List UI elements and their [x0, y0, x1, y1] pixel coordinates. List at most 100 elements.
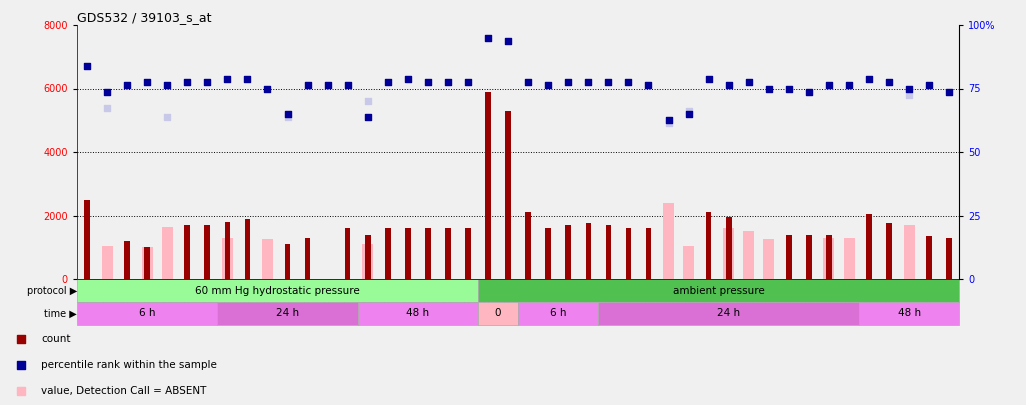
- Point: [861, 76, 877, 82]
- Point: [199, 79, 215, 85]
- Text: 60 mm Hg hydrostatic pressure: 60 mm Hg hydrostatic pressure: [195, 286, 360, 296]
- Point: [901, 92, 917, 98]
- Point: [12, 336, 29, 343]
- Text: 48 h: 48 h: [406, 309, 430, 318]
- Point: [821, 82, 837, 89]
- Bar: [478, 302, 518, 325]
- Bar: [124, 241, 130, 279]
- Point: [79, 63, 95, 70]
- Point: [98, 88, 115, 95]
- Bar: [142, 247, 153, 279]
- Point: [661, 120, 677, 127]
- Point: [359, 114, 376, 120]
- Point: [840, 82, 857, 89]
- Text: count: count: [41, 335, 71, 344]
- Point: [680, 107, 697, 114]
- Bar: [843, 238, 855, 279]
- Point: [640, 82, 657, 89]
- Bar: [218, 302, 358, 325]
- Bar: [546, 228, 551, 279]
- Bar: [645, 228, 652, 279]
- Bar: [886, 224, 892, 279]
- Bar: [826, 234, 832, 279]
- Bar: [586, 224, 591, 279]
- Point: [600, 79, 617, 85]
- Point: [359, 98, 376, 104]
- Point: [380, 79, 396, 85]
- Bar: [145, 247, 150, 279]
- Point: [300, 82, 316, 89]
- Bar: [162, 227, 172, 279]
- Bar: [345, 228, 351, 279]
- Bar: [284, 244, 290, 279]
- Bar: [743, 231, 754, 279]
- Point: [661, 117, 677, 124]
- Point: [98, 104, 115, 111]
- Bar: [262, 239, 273, 279]
- Bar: [358, 302, 478, 325]
- Bar: [505, 111, 511, 279]
- Point: [560, 79, 577, 85]
- Point: [12, 387, 29, 394]
- Point: [480, 34, 497, 41]
- Bar: [305, 238, 311, 279]
- Bar: [518, 302, 598, 325]
- Point: [500, 38, 516, 44]
- Point: [540, 82, 556, 89]
- Bar: [77, 279, 478, 302]
- Text: 48 h: 48 h: [898, 309, 920, 318]
- Bar: [904, 225, 915, 279]
- Point: [119, 82, 135, 89]
- Bar: [706, 212, 711, 279]
- Bar: [102, 246, 113, 279]
- Bar: [84, 200, 90, 279]
- Bar: [683, 246, 695, 279]
- Point: [159, 82, 175, 89]
- Bar: [478, 279, 959, 302]
- Bar: [425, 228, 431, 279]
- Point: [941, 88, 957, 95]
- Bar: [859, 302, 959, 325]
- Point: [701, 76, 717, 82]
- Text: 6 h: 6 h: [550, 309, 566, 318]
- Text: 6 h: 6 h: [139, 309, 155, 318]
- Point: [220, 76, 236, 82]
- Bar: [723, 228, 735, 279]
- Bar: [185, 225, 190, 279]
- Point: [420, 79, 436, 85]
- Point: [460, 79, 476, 85]
- Point: [319, 82, 336, 89]
- Point: [680, 111, 697, 117]
- Text: ambient pressure: ambient pressure: [673, 286, 764, 296]
- Point: [720, 82, 737, 89]
- Point: [279, 114, 295, 120]
- Point: [741, 79, 757, 85]
- Point: [159, 114, 175, 120]
- Bar: [565, 225, 571, 279]
- Text: time ▶: time ▶: [44, 309, 77, 318]
- Text: 0: 0: [495, 309, 502, 318]
- Bar: [385, 228, 391, 279]
- Point: [399, 76, 417, 82]
- Point: [760, 85, 777, 92]
- Bar: [725, 217, 732, 279]
- Text: percentile rank within the sample: percentile rank within the sample: [41, 360, 216, 370]
- Text: protocol ▶: protocol ▶: [27, 286, 77, 296]
- Bar: [222, 238, 233, 279]
- Bar: [926, 236, 932, 279]
- Bar: [763, 239, 775, 279]
- Point: [520, 79, 537, 85]
- Bar: [445, 228, 450, 279]
- Bar: [946, 238, 952, 279]
- Point: [279, 111, 295, 117]
- Bar: [362, 244, 373, 279]
- Bar: [663, 203, 674, 279]
- Point: [901, 85, 917, 92]
- Point: [139, 79, 155, 85]
- Text: value, Detection Call = ABSENT: value, Detection Call = ABSENT: [41, 386, 206, 396]
- Bar: [525, 212, 531, 279]
- Bar: [605, 225, 611, 279]
- Bar: [204, 225, 210, 279]
- Bar: [866, 214, 872, 279]
- Text: 24 h: 24 h: [717, 309, 740, 318]
